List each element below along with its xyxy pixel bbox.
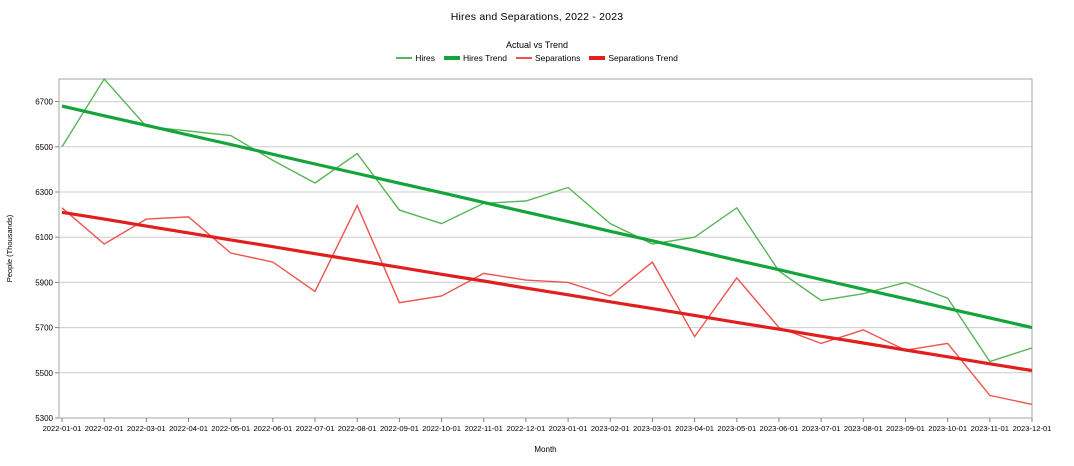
x-tick-label-2022-12-01: 2022-12-01: [506, 424, 545, 433]
x-tick-label-2022-06-01: 2022-06-01: [253, 424, 292, 433]
legend-label-hires-trend: Hires Trend: [463, 53, 507, 63]
series-line-separations-trend: [61, 210, 1033, 373]
legend-item-separations: Separations: [515, 53, 581, 63]
x-tick-label-2023-06-01: 2023-06-01: [760, 424, 799, 433]
plot-border: [58, 78, 1033, 419]
x-tick-label-2023-11-01: 2023-11-01: [971, 424, 1009, 433]
x-tick-label-2023-10-01: 2023-10-01: [928, 424, 967, 433]
x-tick-label-2023-05-01: 2023-05-01: [717, 424, 756, 433]
legend-swatch-separations-trend: [589, 56, 606, 60]
y-tick-label-6500: 6500: [35, 143, 53, 152]
x-tick-label-2022-02-01: 2022-02-01: [85, 424, 124, 433]
x-tick-label-2023-07-01: 2023-07-01: [802, 424, 841, 433]
series-line-separations: [61, 203, 1033, 406]
legend-item-separations-trend: Separations Trend: [589, 53, 678, 63]
chart-title: Hires and Separations, 2022 - 2023: [450, 11, 624, 23]
legend-swatch-separations: [515, 57, 532, 59]
x-tick-label-2023-09-01: 2023-09-01: [886, 424, 925, 433]
chart-legend: Hires Hires Trend Separations Separations T…: [0, 53, 1074, 63]
legend-label-hires: Hires: [415, 53, 436, 63]
x-axis-title: Month: [534, 445, 556, 454]
y-tick-label-5700: 5700: [35, 324, 53, 333]
legend-item-hires: Hires: [396, 53, 435, 63]
y-tick-label-6100: 6100: [35, 233, 53, 242]
legend-swatch-hires-trend: [444, 56, 461, 60]
legend-item-hires-trend: Hires Trend: [444, 53, 507, 63]
y-tick-label-6300: 6300: [35, 188, 53, 197]
x-tick-label-2023-02-01: 2023-02-01: [591, 424, 630, 433]
x-tick-label-2023-08-01: 2023-08-01: [844, 424, 883, 433]
legend-label-separations: Separations: [534, 53, 581, 63]
x-tick-label-2023-01-01: 2023-01-01: [549, 424, 588, 433]
y-tick-label-5300: 5300: [35, 414, 53, 423]
x-tick-label-2022-08-01: 2022-08-01: [338, 424, 377, 433]
legend-swatch-hires: [396, 57, 413, 59]
x-tick-label-2023-12-01: 2023-12-01: [1013, 424, 1052, 433]
x-tick-label-2023-04-01: 2023-04-01: [675, 424, 714, 433]
y-tick-label-5900: 5900: [35, 278, 53, 287]
chart-subtitle: Actual vs Trend: [505, 40, 569, 50]
y-tick-label-5500: 5500: [35, 369, 53, 378]
x-tick-label-2022-05-01: 2022-05-01: [211, 424, 250, 433]
x-tick-label-2022-07-01: 2022-07-01: [296, 424, 335, 433]
series-line-hires: [61, 77, 1033, 363]
x-tick-label-2022-01-01: 2022-01-01: [43, 424, 82, 433]
x-tick-label-2022-03-01: 2022-03-01: [127, 424, 166, 433]
x-tick-label-2023-03-01: 2023-03-01: [633, 424, 672, 433]
y-tick-label-6700: 6700: [35, 98, 53, 107]
x-tick-label-2022-04-01: 2022-04-01: [169, 424, 208, 433]
legend-label-separations-trend: Separations Trend: [608, 53, 678, 63]
y-axis-title: People (Thousands): [5, 214, 14, 282]
x-tick-label-2022-10-01: 2022-10-01: [422, 424, 461, 433]
x-tick-label-2022-11-01: 2022-11-01: [465, 424, 503, 433]
series-line-hires-trend: [61, 104, 1033, 330]
x-tick-label-2022-09-01: 2022-09-01: [380, 424, 419, 433]
